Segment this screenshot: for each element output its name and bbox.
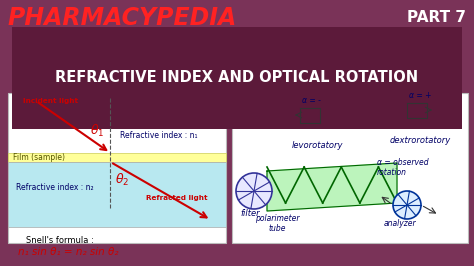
Bar: [8, 153, 226, 162]
Bar: [8, 162, 226, 227]
Text: UNIT 2 States of Matter and properties of Matter: UNIT 2 States of Matter and properties o…: [111, 56, 363, 66]
Text: polarimeter
tube: polarimeter tube: [255, 214, 299, 233]
Circle shape: [236, 173, 272, 209]
Text: dextrorotatory: dextrorotatory: [389, 136, 451, 145]
Text: α = observed
rotation: α = observed rotation: [377, 157, 428, 177]
Text: analyzer: analyzer: [383, 219, 416, 228]
Text: filter: filter: [240, 209, 260, 218]
Circle shape: [393, 191, 421, 219]
Text: Physical Pharmaceutics I: Physical Pharmaceutics I: [100, 34, 374, 52]
Bar: [8, 93, 226, 243]
Text: PART 7: PART 7: [407, 10, 466, 26]
Text: Incident light: Incident light: [23, 98, 78, 104]
Text: Film (sample): Film (sample): [13, 153, 65, 162]
Text: α = +: α = +: [409, 91, 431, 100]
Text: PHARMACYPEDIA: PHARMACYPEDIA: [8, 6, 237, 30]
Text: Refractive index : n₁: Refractive index : n₁: [120, 131, 198, 140]
Polygon shape: [267, 163, 397, 211]
Text: $\theta_1$: $\theta_1$: [91, 123, 105, 139]
Text: Refracted light: Refracted light: [146, 195, 208, 201]
Text: Refractive index : n₂: Refractive index : n₂: [16, 183, 94, 192]
Text: levorotatory: levorotatory: [291, 141, 343, 150]
Text: $\theta_2$: $\theta_2$: [116, 172, 130, 188]
Text: α = -: α = -: [302, 96, 321, 105]
Bar: [232, 93, 468, 243]
Text: REFRACTIVE INDEX AND OPTICAL ROTATION: REFRACTIVE INDEX AND OPTICAL ROTATION: [55, 70, 419, 85]
Text: Snell's formula :: Snell's formula :: [26, 236, 94, 245]
Text: n₁ sin θ₁ = n₂ sin θ₂: n₁ sin θ₁ = n₂ sin θ₂: [18, 247, 118, 257]
